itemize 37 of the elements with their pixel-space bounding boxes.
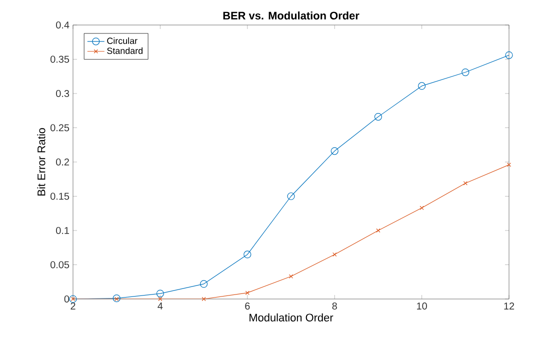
point <box>330 147 338 155</box>
legend-label: Circular <box>107 37 138 44</box>
point <box>202 296 206 302</box>
x-tick-label: 2 <box>70 302 76 310</box>
y-tick-label: 0.1 <box>56 226 70 234</box>
x-tick-label: 8 <box>332 302 337 310</box>
point <box>158 296 162 302</box>
x-axis-title: Modulation Order <box>250 313 334 322</box>
y-tick-label: 0.2 <box>56 158 69 166</box>
y-tick-label: 0.4 <box>56 21 70 29</box>
point <box>287 192 295 200</box>
point <box>200 280 208 288</box>
chart-title: BER vs. Modulation Order <box>223 11 360 20</box>
point <box>418 82 426 90</box>
point <box>376 228 380 233</box>
y-tick-label: 0.35 <box>50 56 70 63</box>
legend-label: Standard <box>107 47 142 54</box>
point <box>245 290 250 295</box>
point <box>288 274 294 278</box>
y-axis-title: Bit Error Ratio <box>37 128 46 196</box>
y-tick-label: 0.05 <box>50 261 70 268</box>
point <box>420 206 424 210</box>
x-tick-label: 12 <box>504 302 514 310</box>
x-tick-label: 4 <box>158 302 163 310</box>
point <box>463 181 468 186</box>
x-tick-label: 10 <box>417 302 427 310</box>
y-tick-label: 0.15 <box>50 192 70 200</box>
y-tick-label: 0 <box>64 295 70 303</box>
point <box>156 290 164 298</box>
point <box>505 51 513 59</box>
x-tick-label: 6 <box>245 302 250 310</box>
point <box>374 112 382 121</box>
y-tick-label: 0.3 <box>56 90 70 98</box>
y-tick-label: 0.25 <box>50 124 70 132</box>
point <box>244 250 252 258</box>
point <box>462 68 470 76</box>
point <box>332 252 337 257</box>
